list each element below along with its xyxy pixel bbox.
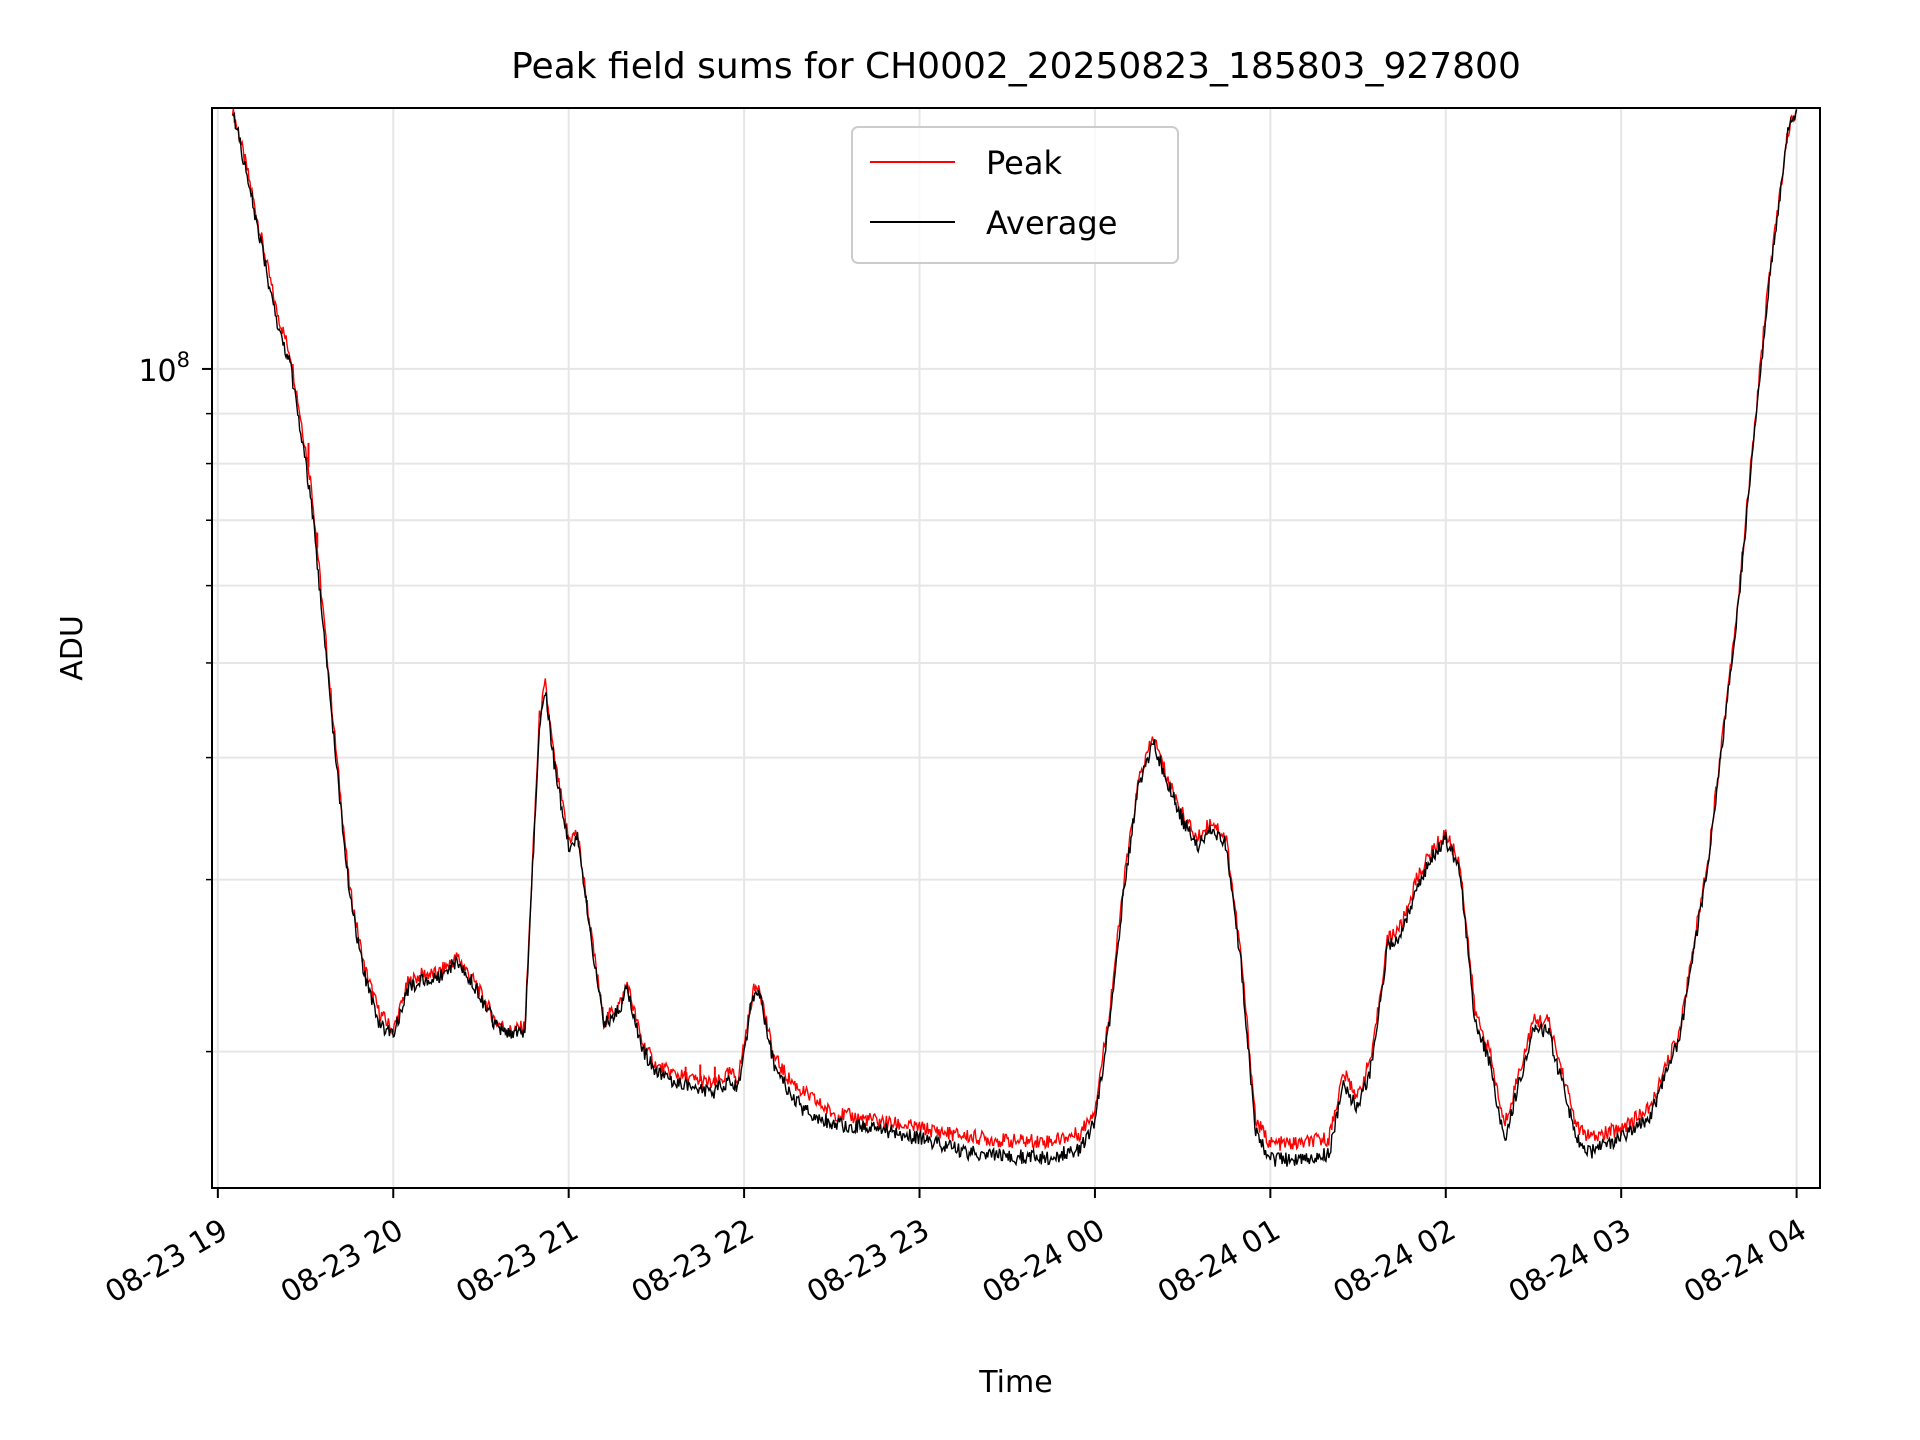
series-layer (231, 108, 1798, 1167)
y-tick-label: 108 (138, 348, 190, 389)
x-axis-label: Time (978, 1365, 1052, 1400)
series-line-peak (231, 108, 1798, 1151)
y-axis-ticks: 108 (138, 348, 212, 1053)
legend-label-average: Average (986, 204, 1117, 242)
y-axis-label: ADU (55, 615, 90, 681)
grid-lines (212, 108, 1820, 1188)
legend: Peak Average (851, 126, 1179, 264)
plot-frame (211, 107, 1821, 1189)
series-line-average (231, 109, 1798, 1167)
legend-label-peak: Peak (986, 144, 1062, 182)
chart-title: Peak field sums for CH0002_20250823_1858… (511, 46, 1521, 87)
